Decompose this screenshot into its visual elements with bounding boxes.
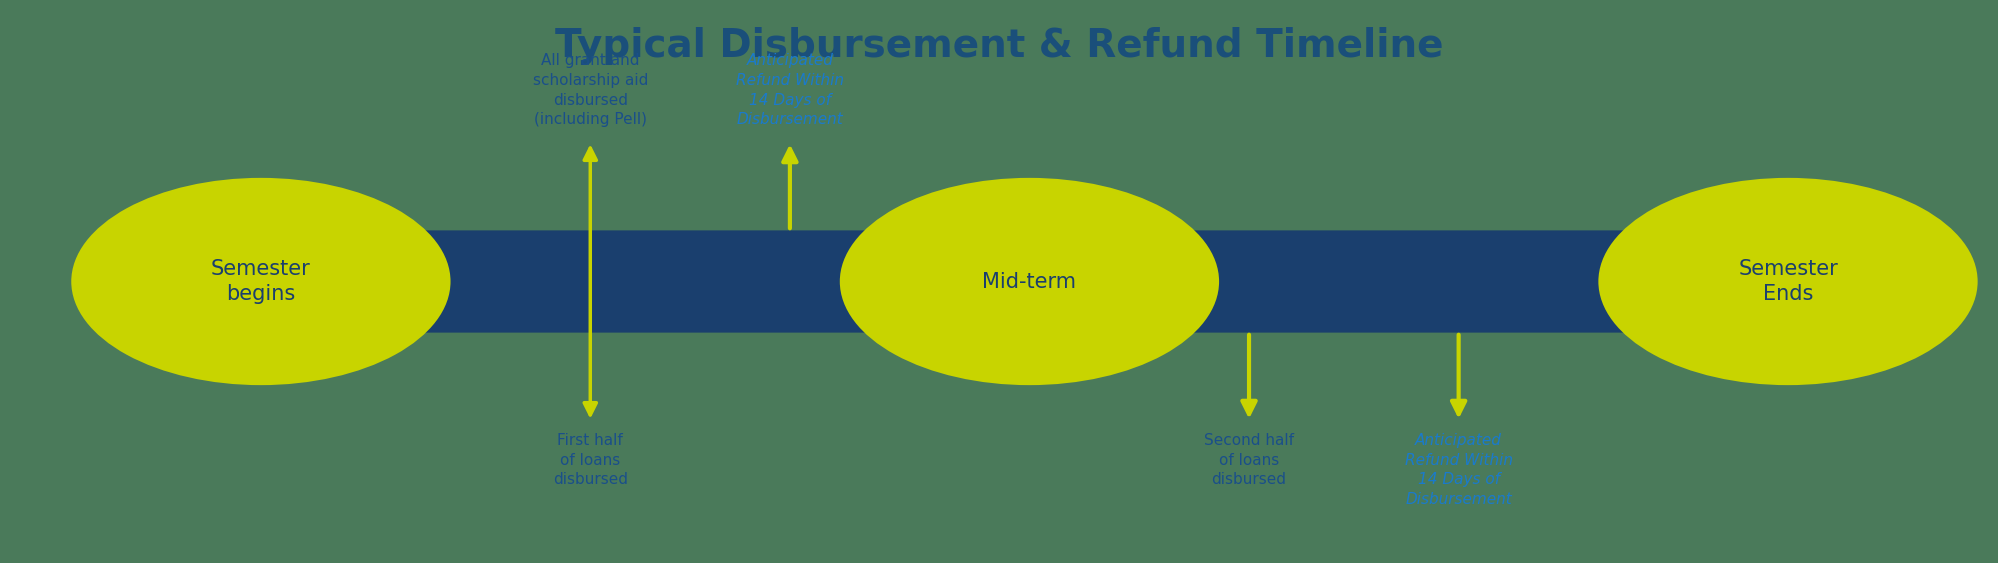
Text: Anticipated
Refund Within
14 Days of
Disbursement: Anticipated Refund Within 14 Days of Dis… [735,53,843,127]
Text: Semester
Ends: Semester Ends [1738,259,1836,304]
Text: First half
of loans
disbursed: First half of loans disbursed [553,433,627,488]
Ellipse shape [72,178,450,385]
Text: Anticipated
Refund Within
14 Days of
Disbursement: Anticipated Refund Within 14 Days of Dis… [1405,433,1512,507]
Text: All grant and
scholarship aid
disbursed
(including Pell): All grant and scholarship aid disbursed … [531,53,647,127]
Text: Typical Disbursement & Refund Timeline: Typical Disbursement & Refund Timeline [555,27,1443,65]
Ellipse shape [1598,178,1976,385]
Text: Mid-term: Mid-term [981,271,1075,292]
Text: Semester
begins: Semester begins [212,259,310,304]
Text: Second half
of loans
disbursed: Second half of loans disbursed [1203,433,1293,488]
FancyArrow shape [102,201,1946,362]
Ellipse shape [839,178,1219,385]
